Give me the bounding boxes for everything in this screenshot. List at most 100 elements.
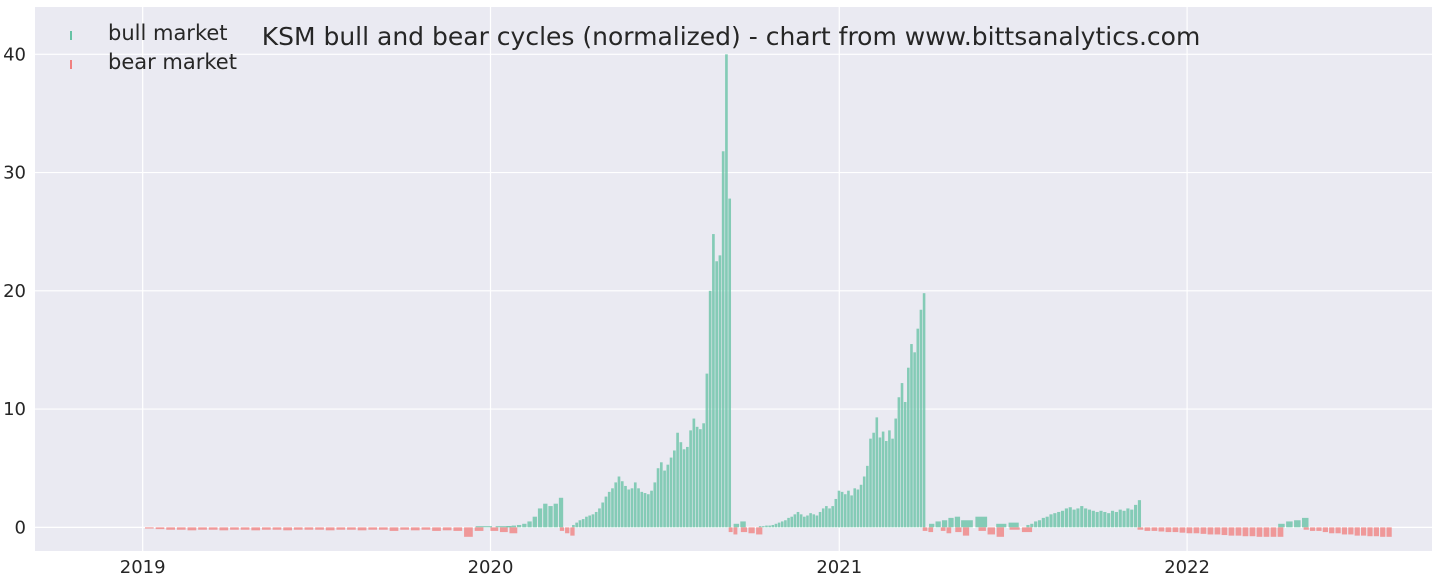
bear-bar bbox=[1303, 527, 1309, 530]
bull-bar bbox=[862, 476, 866, 528]
bull-bar bbox=[1057, 511, 1061, 528]
bull-bar bbox=[630, 488, 634, 528]
bear-bar bbox=[1009, 527, 1020, 530]
bull-bar bbox=[1076, 508, 1080, 528]
bull-bar bbox=[818, 511, 822, 528]
bull-bar bbox=[1130, 509, 1134, 528]
bear-bar bbox=[1249, 527, 1256, 537]
bear-bar bbox=[389, 527, 399, 531]
bull-bar bbox=[1087, 509, 1092, 528]
bear-bar bbox=[144, 527, 154, 529]
bull-bar bbox=[712, 234, 715, 528]
bull-bar bbox=[1068, 507, 1072, 528]
bear-bar bbox=[1341, 527, 1348, 535]
bull-bar bbox=[1278, 523, 1285, 528]
bear-bar bbox=[219, 527, 229, 531]
x-tick-label: 2019 bbox=[120, 557, 166, 578]
y-tick-label: 10 bbox=[3, 399, 26, 420]
bull-bar bbox=[922, 293, 926, 528]
bull-bar bbox=[919, 309, 923, 528]
bull-bar bbox=[633, 482, 637, 528]
bull-bar bbox=[771, 524, 775, 528]
bull-bar bbox=[715, 261, 718, 528]
bull-bar bbox=[1049, 514, 1053, 528]
bear-bar bbox=[748, 527, 755, 534]
bear-bar bbox=[347, 527, 356, 530]
bull-bar bbox=[799, 514, 803, 528]
y-tick-label: 0 bbox=[15, 517, 26, 538]
bull-bar bbox=[585, 516, 588, 528]
bull-bar bbox=[910, 344, 913, 528]
bear-bar bbox=[176, 527, 186, 530]
bull-bar bbox=[689, 430, 692, 528]
bull-bar bbox=[853, 488, 857, 528]
bear-bar bbox=[198, 527, 207, 530]
y-tick-label: 20 bbox=[3, 281, 26, 302]
bull-bar bbox=[705, 373, 709, 528]
bull-bar bbox=[929, 523, 935, 528]
bull-bar bbox=[1286, 521, 1293, 528]
bull-bar bbox=[682, 449, 686, 528]
bear-bar bbox=[293, 527, 303, 530]
bull-bar bbox=[624, 485, 627, 528]
bull-bar bbox=[821, 508, 825, 528]
bull-bar bbox=[659, 462, 663, 528]
bear-bar bbox=[1158, 527, 1165, 532]
bull-bar bbox=[475, 526, 493, 528]
bull-bar bbox=[878, 437, 882, 528]
bull-bar bbox=[721, 151, 725, 528]
bear-bar bbox=[410, 527, 420, 531]
bear-bar bbox=[570, 527, 575, 536]
bear-bar bbox=[336, 527, 346, 530]
bull-bar bbox=[702, 423, 705, 528]
bull-bar bbox=[725, 54, 728, 528]
bull-bar bbox=[506, 526, 511, 528]
bull-bar bbox=[831, 506, 834, 528]
bull-bar bbox=[1064, 508, 1068, 528]
bull-bar bbox=[961, 520, 973, 528]
bull-bar bbox=[666, 464, 670, 528]
bull-bar bbox=[495, 526, 513, 528]
bull-bar bbox=[856, 489, 860, 528]
bull-bar bbox=[787, 517, 790, 528]
bull-bar bbox=[1080, 506, 1084, 528]
tick-labels: 0 10 20 30 40 2019 2020 2021 2022 bbox=[3, 44, 1210, 578]
bull-bar bbox=[620, 481, 624, 528]
bull-bar bbox=[777, 522, 781, 528]
bull-bar bbox=[1137, 500, 1142, 528]
bull-bar bbox=[1034, 521, 1038, 528]
bull-bar bbox=[869, 438, 872, 528]
bull-bar bbox=[1107, 513, 1111, 528]
legend-label-bear: bear market bbox=[108, 50, 237, 74]
y-tick-label: 30 bbox=[3, 163, 26, 184]
bear-bar bbox=[1186, 527, 1193, 534]
bull-bar bbox=[1110, 510, 1115, 528]
bull-bar bbox=[954, 516, 961, 528]
bear-bar bbox=[166, 527, 175, 530]
bear-bar bbox=[740, 527, 748, 533]
bull-bar bbox=[614, 482, 618, 528]
bull-bar bbox=[803, 516, 806, 528]
bear-bar bbox=[155, 527, 165, 530]
bull-bar bbox=[872, 432, 875, 528]
bear-bar bbox=[1360, 527, 1367, 536]
bull-bar bbox=[1103, 511, 1107, 528]
bear-bar bbox=[733, 527, 738, 535]
bull-bar bbox=[1045, 516, 1049, 528]
bull-bar bbox=[1041, 517, 1045, 528]
bear-bar bbox=[474, 527, 484, 531]
bear-bar bbox=[987, 527, 995, 535]
bear-bar bbox=[251, 527, 261, 531]
bull-bar bbox=[768, 525, 771, 528]
bear-bar bbox=[464, 527, 473, 537]
bear-bar bbox=[1137, 527, 1144, 530]
bull-bar bbox=[907, 367, 910, 528]
bear-bar bbox=[368, 527, 378, 530]
bear-bar bbox=[1309, 527, 1316, 531]
bull-bar bbox=[548, 506, 553, 528]
bear-bar bbox=[304, 527, 314, 530]
bull-bar bbox=[1122, 510, 1126, 528]
bull-bar bbox=[627, 489, 631, 528]
bull-bar bbox=[935, 521, 941, 528]
bear-bar bbox=[1179, 527, 1186, 533]
